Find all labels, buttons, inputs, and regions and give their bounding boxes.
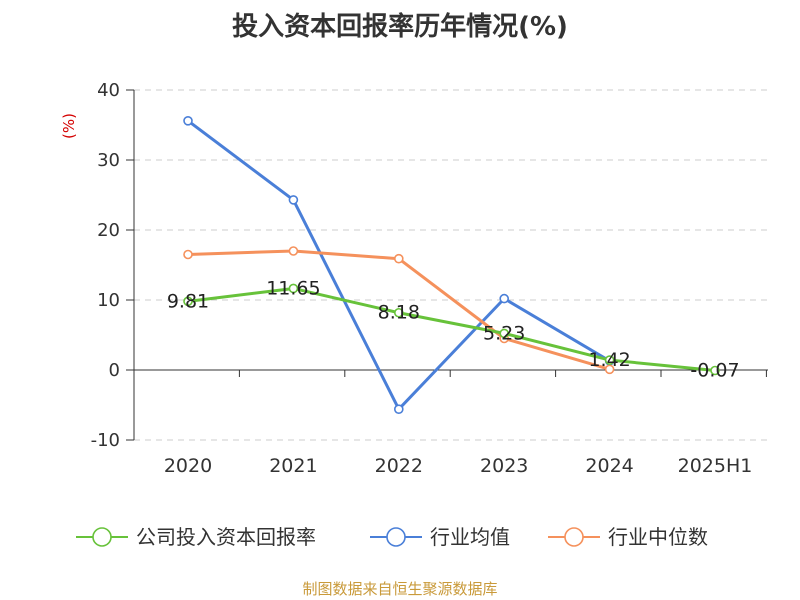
- legend-label: 公司投入资本回报率: [136, 525, 316, 549]
- data-point-avg: [288, 195, 299, 205]
- source-note: 制图数据来自恒生聚源数据库: [302, 580, 498, 598]
- data-point-avg: [393, 404, 404, 415]
- data-point-company: [288, 283, 299, 294]
- y-tick-label: 10: [97, 290, 120, 311]
- series-median: [183, 246, 615, 375]
- legend-label: 行业均值: [430, 525, 510, 549]
- series-avg: [183, 116, 615, 415]
- x-tick-label: 2025H1: [678, 455, 753, 477]
- legend-marker-circle: [386, 527, 406, 547]
- legend: 公司投入资本回报率 行业均值 行业中位数: [76, 525, 708, 549]
- x-tick-label: 2020: [164, 455, 212, 477]
- data-point-company: [499, 328, 510, 339]
- y-tick-label: 30: [97, 150, 120, 171]
- data-point-median: [288, 246, 299, 256]
- y-tick-label: 20: [97, 220, 120, 241]
- data-point-company: [183, 296, 193, 307]
- data-point-median: [393, 253, 404, 264]
- legend-marker-circle: [564, 527, 584, 547]
- legend-label: 行业中位数: [608, 525, 708, 549]
- legend-marker-circle: [92, 527, 112, 547]
- chart-title: 投入资本回报率历年情况(%): [232, 12, 568, 42]
- x-tick-label: 2022: [375, 455, 423, 477]
- y-tick-label: 0: [109, 360, 120, 381]
- data-point-avg: [499, 293, 510, 304]
- series-line-company: [187, 286, 716, 372]
- series-line-avg: [187, 119, 611, 411]
- data-point-avg: [183, 116, 193, 126]
- x-tick-label: 2021: [269, 455, 317, 477]
- data-point-company: [393, 307, 404, 318]
- y-axis-label: (%): [60, 113, 78, 139]
- data-label: -0.07: [690, 359, 739, 381]
- y-tick-label: 40: [97, 80, 120, 101]
- data-label: 11.65: [266, 277, 320, 299]
- data-point-median: [604, 364, 615, 375]
- series-company: [183, 283, 720, 376]
- y-tick-label: -10: [91, 430, 120, 451]
- x-tick-label: 2024: [585, 455, 633, 477]
- data-point-company: [604, 355, 615, 365]
- data-label: 9.81: [167, 290, 209, 312]
- data-label: 5.23: [483, 322, 525, 344]
- data-label: 1.42: [588, 349, 630, 371]
- data-label: 8.18: [378, 302, 420, 324]
- x-tick-label: 2023: [480, 455, 528, 477]
- data-point-company: [710, 365, 720, 376]
- data-point-median: [183, 249, 193, 260]
